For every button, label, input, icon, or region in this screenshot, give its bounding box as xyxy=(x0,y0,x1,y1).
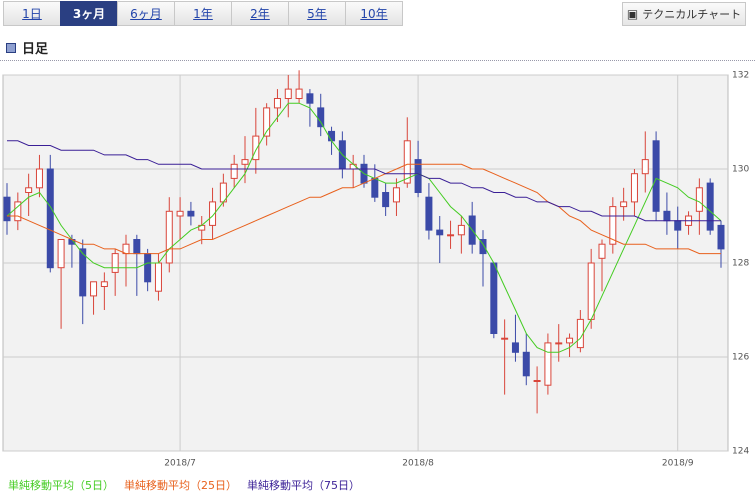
section-title: 日足 xyxy=(22,42,49,57)
section-icon xyxy=(6,42,16,53)
period-tab[interactable]: 2年 xyxy=(231,1,289,26)
candle-body xyxy=(663,210,671,222)
candle-body xyxy=(392,187,400,203)
period-tab[interactable]: 6ヶ月 xyxy=(117,1,175,26)
candle-body xyxy=(241,159,249,165)
candle-body xyxy=(652,140,660,212)
x-tick-label: 2018/9 xyxy=(662,459,694,469)
legend: 単純移動平均（5日） 単純移動平均（25日） 単純移動平均（75日） xyxy=(8,477,360,493)
legend-entry: 単純移動平均（75日） xyxy=(247,479,360,492)
candle-body xyxy=(598,243,606,259)
candle-body xyxy=(57,239,65,269)
candle-body xyxy=(90,281,98,297)
candle-body xyxy=(306,93,314,104)
y-tick-label: 130 xyxy=(732,165,749,175)
candle-body xyxy=(46,168,54,269)
candle-body xyxy=(144,253,152,283)
y-tick-label: 128 xyxy=(732,259,749,269)
candle-body xyxy=(230,163,238,179)
candle-body xyxy=(457,224,465,236)
candle-body xyxy=(555,342,563,345)
candle-body xyxy=(317,107,325,128)
candle-body xyxy=(544,342,552,386)
candle-body xyxy=(436,229,444,236)
candle-body xyxy=(263,107,271,137)
candle-body xyxy=(630,173,638,203)
candle-body xyxy=(25,187,33,194)
candle-body xyxy=(273,98,281,109)
section-header: 日足 xyxy=(6,38,48,57)
candle-body xyxy=(479,239,487,255)
candle-body xyxy=(79,248,87,297)
candle-body xyxy=(111,253,119,273)
y-tick-label: 126 xyxy=(732,353,749,363)
candle-body xyxy=(295,88,303,99)
candle-body xyxy=(576,318,584,349)
y-tick-label: 132 xyxy=(732,71,749,81)
candle-body xyxy=(414,159,422,194)
candle-body xyxy=(490,262,498,334)
candle-body xyxy=(674,220,682,231)
candle-body xyxy=(403,140,411,184)
legend-entry: 単純移動平均（5日） xyxy=(8,479,114,492)
chart: 124 126 128 130 132 2018/7 2018/8 2018/9 xyxy=(2,70,749,469)
candle-body xyxy=(100,281,108,287)
period-tab[interactable]: 1日 xyxy=(3,1,61,26)
candle-body xyxy=(284,88,292,99)
candle-body xyxy=(154,262,162,292)
candle-body xyxy=(371,177,379,198)
candle-body xyxy=(695,187,703,212)
y-tick-label: 124 xyxy=(732,447,749,457)
period-tab[interactable]: 3ヶ月 xyxy=(60,1,118,26)
technical-chart-button[interactable]: ▣ テクニカルチャート xyxy=(622,2,746,26)
candle-body xyxy=(566,337,574,344)
period-tab[interactable]: 1年 xyxy=(174,1,232,26)
moving-average-line xyxy=(7,163,721,255)
x-tick-label: 2018/8 xyxy=(402,459,434,469)
candle-body xyxy=(533,380,541,382)
candle-body xyxy=(587,262,595,320)
x-tick-label: 2018/7 xyxy=(164,459,196,469)
legend-entry: 単純移動平均（25日） xyxy=(124,479,237,492)
candle-body xyxy=(501,337,509,340)
moving-average-line xyxy=(6,102,722,353)
candle-body xyxy=(133,239,141,255)
divider xyxy=(0,60,755,61)
candle-body xyxy=(609,206,617,245)
candle-body xyxy=(165,210,173,264)
candle-body xyxy=(3,196,11,222)
candle-body xyxy=(620,201,628,208)
candle-body xyxy=(209,201,217,226)
candle-body xyxy=(252,135,260,161)
candle-body xyxy=(425,196,433,231)
candle-body xyxy=(382,192,390,208)
candle-body xyxy=(717,224,725,250)
button-label[interactable]: テクニカルチャート xyxy=(642,8,742,21)
candle-body xyxy=(706,182,714,231)
moving-average-line xyxy=(7,140,721,222)
candle-body xyxy=(641,159,649,175)
candle-body xyxy=(187,210,195,217)
period-tabs: 1日 3ヶ月 6ヶ月 1年 2年 5年 10年 xyxy=(3,1,403,26)
candle-body xyxy=(328,130,336,142)
candle-body xyxy=(447,234,455,237)
candle-body xyxy=(522,351,530,377)
candle-body xyxy=(176,210,184,217)
candle-body xyxy=(511,342,519,353)
candle-body xyxy=(35,168,43,189)
candle-body xyxy=(14,201,22,222)
period-tab[interactable]: 10年 xyxy=(345,1,403,26)
